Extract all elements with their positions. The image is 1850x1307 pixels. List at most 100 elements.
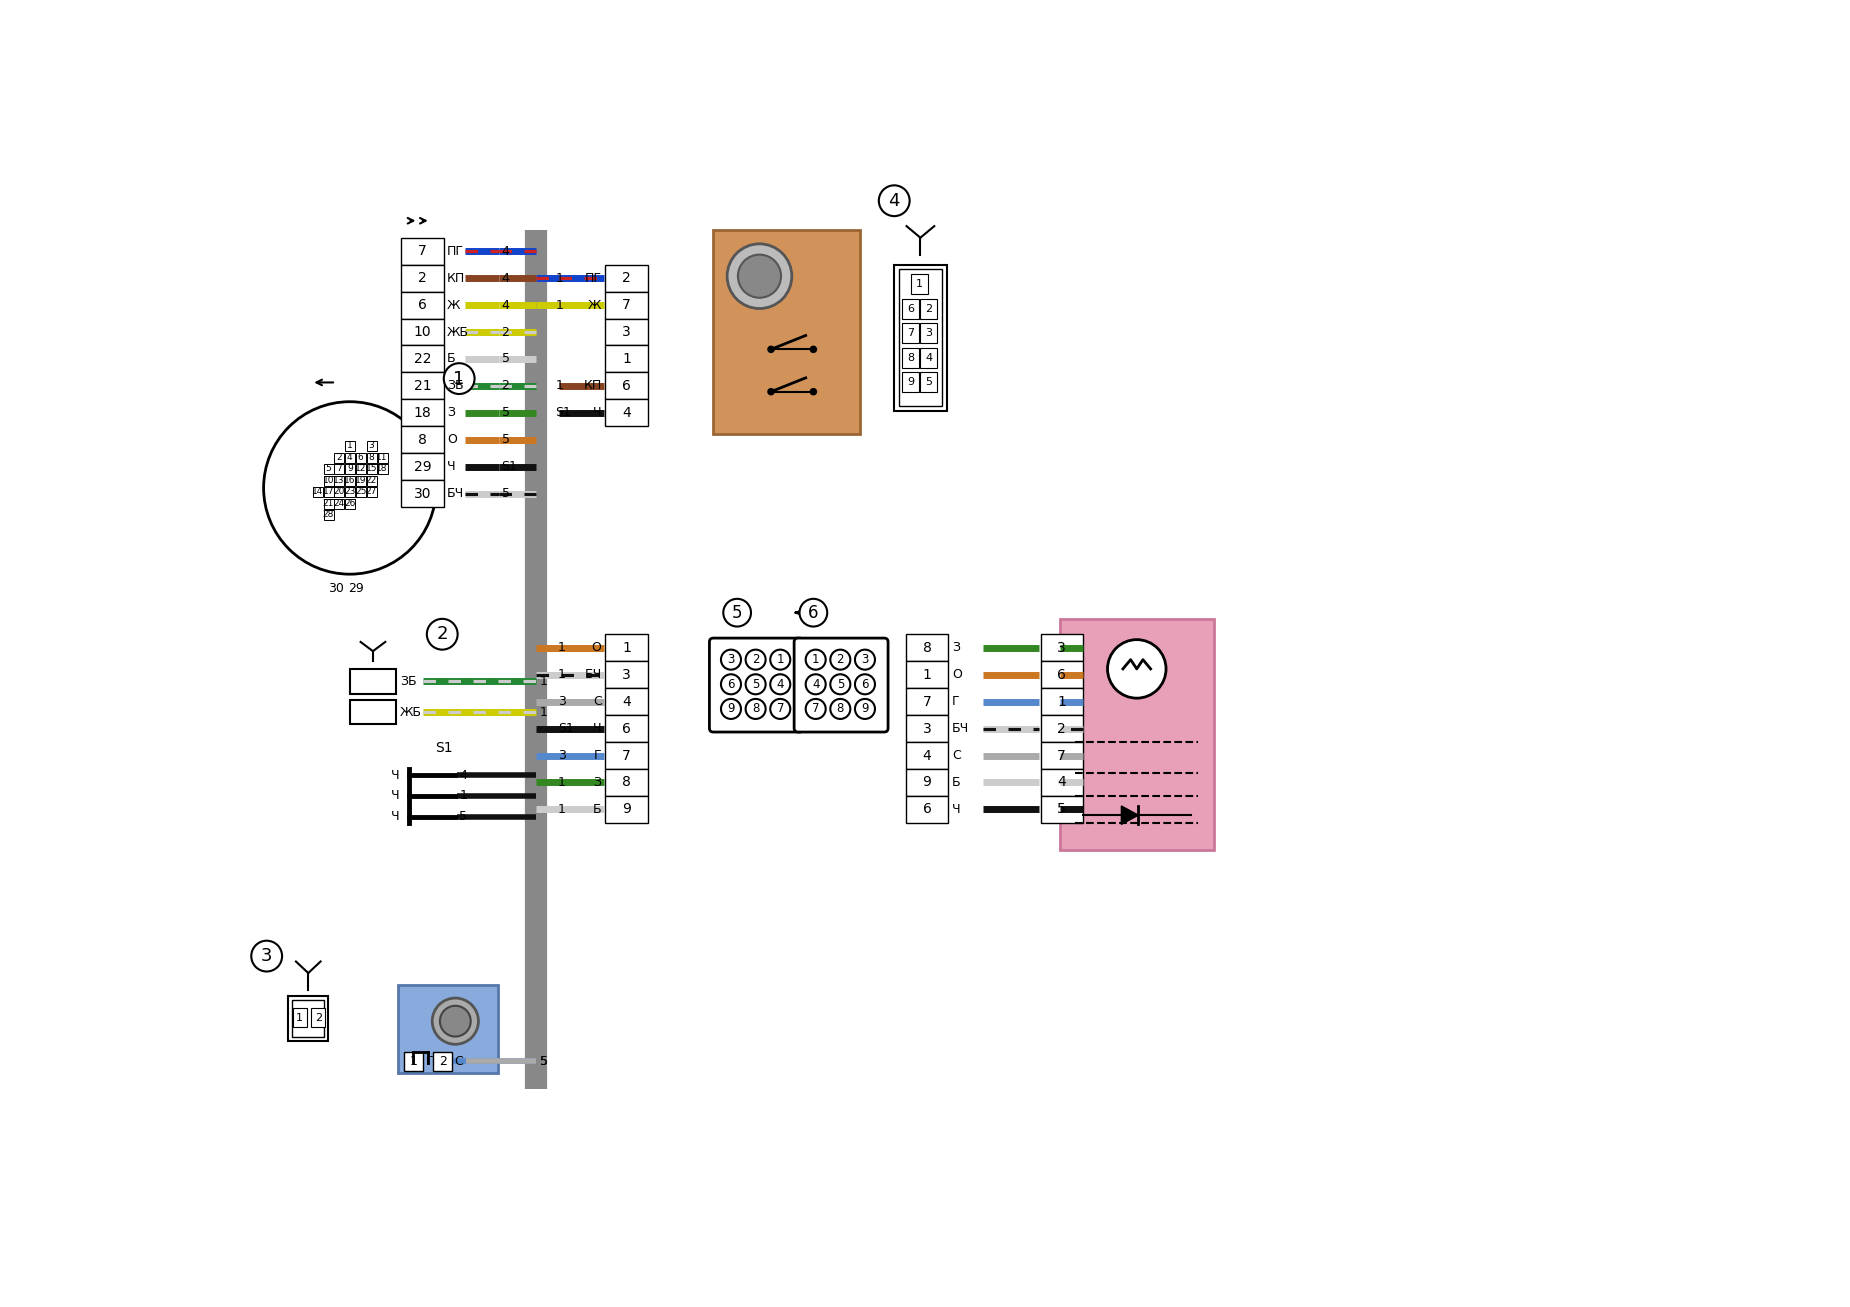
Text: 30: 30 — [327, 582, 344, 595]
Bar — [401, 454, 444, 480]
Bar — [903, 298, 919, 319]
Text: Г: Г — [426, 1055, 433, 1068]
Text: 6: 6 — [923, 802, 931, 817]
Bar — [346, 452, 355, 463]
Bar — [605, 372, 648, 400]
Bar — [906, 742, 947, 769]
Bar — [324, 488, 333, 497]
Bar — [605, 661, 648, 689]
Text: 1: 1 — [812, 654, 820, 667]
Text: 2: 2 — [622, 271, 631, 285]
Text: 22: 22 — [366, 476, 377, 485]
Text: S1: S1 — [555, 406, 572, 420]
Text: 1: 1 — [622, 352, 631, 366]
Circle shape — [807, 674, 825, 694]
Text: ЖБ: ЖБ — [400, 706, 422, 719]
Text: 4: 4 — [888, 192, 899, 209]
Text: 5: 5 — [751, 678, 758, 691]
Text: С: С — [953, 749, 960, 762]
Text: 5: 5 — [925, 378, 932, 387]
Text: Ч: Ч — [448, 460, 455, 473]
Bar — [921, 298, 938, 319]
Text: 7: 7 — [812, 702, 820, 715]
Text: О: О — [592, 642, 601, 655]
Text: 8: 8 — [836, 702, 844, 715]
Bar — [1040, 796, 1082, 823]
Bar — [355, 464, 366, 474]
Bar — [398, 984, 498, 1073]
Bar — [292, 1009, 307, 1027]
Text: 2: 2 — [501, 325, 509, 339]
FancyBboxPatch shape — [709, 638, 803, 732]
Circle shape — [855, 699, 875, 719]
Bar — [324, 510, 333, 520]
Text: 8: 8 — [418, 433, 427, 447]
Text: 13: 13 — [333, 476, 344, 485]
Text: ЗБ: ЗБ — [448, 379, 464, 392]
Text: 5: 5 — [501, 488, 509, 501]
Bar — [605, 319, 648, 345]
Text: Ч: Ч — [594, 406, 601, 420]
Text: Ч: Ч — [390, 789, 400, 802]
Bar — [433, 1052, 451, 1070]
Bar — [366, 476, 377, 486]
Bar — [401, 426, 444, 454]
Bar — [906, 634, 947, 661]
Text: 18: 18 — [376, 464, 388, 473]
Text: 19: 19 — [355, 476, 366, 485]
Circle shape — [831, 650, 851, 669]
Text: 2: 2 — [751, 654, 758, 667]
Bar — [401, 372, 444, 400]
Text: З: З — [448, 406, 455, 420]
Bar — [1040, 634, 1082, 661]
Bar — [605, 796, 648, 823]
Text: 5: 5 — [540, 1055, 548, 1068]
Text: 2: 2 — [418, 271, 427, 285]
Bar — [403, 1052, 424, 1070]
Text: О: О — [448, 434, 457, 446]
Text: Б: Б — [953, 776, 960, 789]
Text: 5: 5 — [836, 678, 844, 691]
Text: Ж: Ж — [448, 298, 461, 311]
Text: 5: 5 — [733, 604, 742, 622]
Text: КП: КП — [448, 272, 464, 285]
Circle shape — [444, 363, 475, 393]
Text: ПГ: ПГ — [585, 272, 601, 285]
Text: 6: 6 — [622, 721, 631, 736]
Text: 2: 2 — [438, 1055, 446, 1068]
Text: 8: 8 — [906, 353, 914, 363]
Text: 12: 12 — [355, 464, 366, 473]
Bar — [912, 274, 929, 294]
Text: 30: 30 — [414, 486, 431, 501]
Text: 2: 2 — [314, 1013, 322, 1022]
Circle shape — [722, 650, 742, 669]
Text: 9: 9 — [622, 802, 631, 817]
Text: 9: 9 — [348, 464, 353, 473]
Bar — [894, 264, 947, 410]
Text: 7: 7 — [622, 298, 631, 312]
Bar — [366, 464, 377, 474]
Text: 26: 26 — [344, 499, 355, 508]
Bar — [355, 476, 366, 486]
Text: 1: 1 — [557, 668, 566, 681]
Circle shape — [727, 244, 792, 308]
Text: 1: 1 — [557, 802, 566, 816]
Text: 7: 7 — [777, 702, 784, 715]
Circle shape — [1108, 639, 1166, 698]
Text: 10: 10 — [414, 325, 431, 339]
Text: БЧ: БЧ — [953, 721, 969, 735]
Text: 20: 20 — [333, 488, 344, 497]
Circle shape — [746, 699, 766, 719]
Bar — [324, 476, 333, 486]
Bar — [605, 769, 648, 796]
Text: 3: 3 — [261, 948, 272, 965]
Text: 1: 1 — [409, 1055, 418, 1068]
Text: КП: КП — [583, 379, 601, 392]
Bar — [921, 372, 938, 392]
Bar — [355, 488, 366, 497]
Text: 4: 4 — [1058, 775, 1066, 789]
Text: Б: Б — [448, 353, 455, 366]
Text: 23: 23 — [344, 488, 355, 497]
Text: 1: 1 — [348, 440, 353, 450]
Text: 4: 4 — [501, 272, 509, 285]
